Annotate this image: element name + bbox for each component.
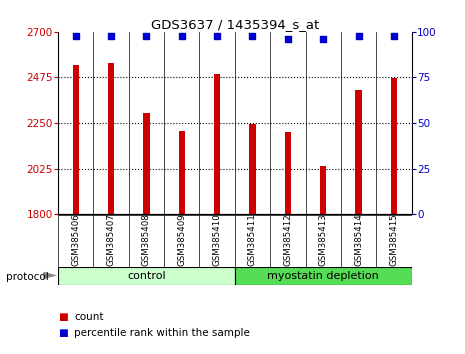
Point — [319, 36, 327, 42]
Point — [284, 36, 292, 42]
Text: protocol: protocol — [6, 272, 49, 282]
Text: GSM385408: GSM385408 — [142, 214, 151, 267]
Text: GSM385413: GSM385413 — [319, 214, 328, 267]
Bar — [179, 131, 185, 214]
Text: GSM385407: GSM385407 — [106, 214, 116, 267]
Point — [143, 33, 150, 38]
Text: GSM385410: GSM385410 — [213, 214, 222, 267]
Point — [178, 33, 186, 38]
Text: GSM385409: GSM385409 — [177, 214, 186, 266]
Point — [355, 33, 362, 38]
Title: GDS3637 / 1435394_s_at: GDS3637 / 1435394_s_at — [151, 18, 319, 31]
Text: myostatin depletion: myostatin depletion — [267, 271, 379, 281]
Text: GSM385415: GSM385415 — [389, 214, 399, 267]
Text: percentile rank within the sample: percentile rank within the sample — [74, 329, 250, 338]
Bar — [235, 267, 412, 285]
Polygon shape — [43, 272, 57, 279]
Point — [213, 33, 221, 38]
Bar — [320, 166, 326, 214]
Point — [249, 33, 256, 38]
Text: GSM385406: GSM385406 — [71, 214, 80, 267]
Bar — [108, 63, 114, 214]
Text: ■: ■ — [58, 312, 68, 322]
Bar — [249, 124, 256, 214]
Bar — [355, 90, 362, 214]
Text: ■: ■ — [58, 329, 68, 338]
Text: GSM385412: GSM385412 — [283, 214, 292, 267]
Bar — [143, 113, 150, 214]
Text: GSM385414: GSM385414 — [354, 214, 363, 267]
Bar — [73, 65, 79, 214]
Point — [72, 33, 80, 38]
Point — [390, 33, 398, 38]
Bar — [214, 74, 220, 214]
Bar — [285, 132, 291, 214]
Text: count: count — [74, 312, 104, 322]
Point — [107, 33, 115, 38]
Bar — [391, 79, 397, 214]
Text: control: control — [127, 271, 166, 281]
Text: GSM385411: GSM385411 — [248, 214, 257, 267]
Bar — [58, 267, 235, 285]
